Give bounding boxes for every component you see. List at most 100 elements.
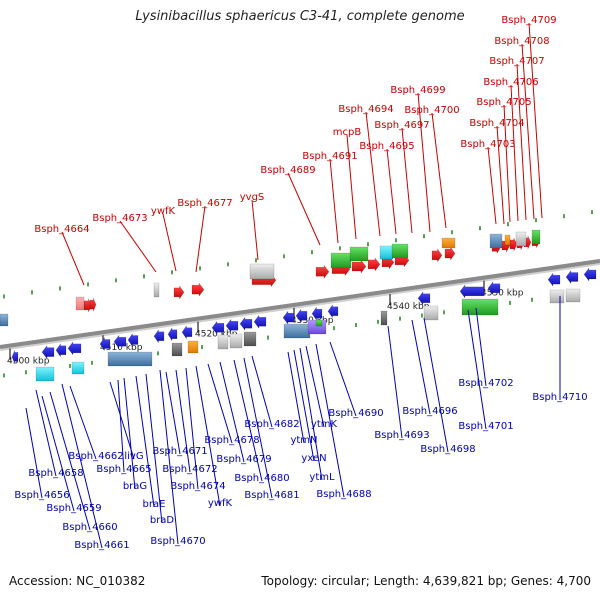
leader-line (109, 381, 135, 460)
forward-gene-label: Bsph_4706 (483, 77, 538, 88)
reverse-gene-arrow (11, 350, 19, 364)
reverse-feature-box (107, 351, 153, 367)
reverse-gene-label: Bsph_4674 (170, 481, 225, 492)
leader-line (487, 146, 497, 225)
forward-feature-box (379, 245, 394, 260)
forward-gene-label: Bsph_4709 (501, 15, 556, 26)
leader-line (496, 125, 505, 225)
reverse-gene-label: Bsph_4660 (62, 522, 117, 533)
reverse-gene-arrow (41, 344, 55, 360)
forward-gene-label: Bsph_4691 (302, 151, 357, 162)
leader-line (299, 347, 323, 481)
leader-line (145, 373, 163, 524)
leader-line (386, 148, 397, 235)
leader-line (387, 325, 403, 439)
reverse-gene-label: livG (124, 451, 143, 462)
genome-summary-text: Topology: circular; Length: 4,639,821 bp… (261, 574, 591, 588)
forward-gene-label: Bsph_4699 (390, 85, 445, 96)
reverse-gene-label: ytmL (309, 472, 335, 483)
leader-line (195, 205, 206, 273)
reverse-gene-arrow (153, 328, 165, 344)
forward-gene-label: Bsph_4704 (469, 118, 524, 129)
reverse-gene-arrow (583, 267, 597, 282)
leader-line (159, 369, 179, 545)
reverse-gene-label: Bsph_4672 (162, 464, 217, 475)
reverse-feature-box (217, 334, 229, 350)
leader-line (41, 395, 75, 512)
reverse-feature-box (171, 342, 183, 357)
reverse-gene-label: Bsph_4661 (74, 540, 129, 551)
reverse-gene-label: Bsph_4698 (420, 444, 475, 455)
leader-line (503, 104, 511, 223)
leader-line (287, 351, 305, 444)
leader-line (49, 391, 91, 531)
forward-gene-label: Bsph_4664 (34, 224, 89, 235)
forward-gene-arrow (367, 257, 381, 272)
leader-line (243, 357, 273, 499)
reverse-gene-label: ywfK (208, 498, 233, 509)
reverse-feature-box (71, 361, 85, 375)
reverse-gene-label: Bsph_4665 (96, 464, 151, 475)
leader-line (251, 355, 273, 428)
forward-feature-box (75, 296, 85, 311)
reverse-gene-label: Bsph_4671 (152, 446, 207, 457)
forward-gene-label: Bsph_4677 (177, 198, 232, 209)
forward-gene-label: Bsph_4708 (494, 36, 549, 47)
leader-line (175, 369, 191, 473)
leader-line (251, 199, 259, 261)
leader-line (528, 22, 543, 219)
reverse-gene-label: Bsph_4679 (216, 454, 271, 465)
leader-line (329, 341, 357, 417)
reverse-feature-box (565, 288, 581, 303)
forward-gene-label: mcpB (333, 127, 362, 138)
forward-gene-label: Bsph_4703 (460, 139, 515, 150)
leader-line (185, 367, 199, 490)
kbp-tick-label: 4500 kbp (7, 357, 50, 367)
reverse-gene-label: Bsph_4696 (402, 406, 457, 417)
leader-line (165, 371, 181, 455)
leader-line (69, 385, 97, 460)
leader-line (510, 84, 519, 222)
reverse-gene-arrow (67, 341, 82, 356)
leader-line (61, 231, 85, 286)
leader-line (417, 92, 431, 233)
reverse-feature-box (229, 333, 243, 349)
backbone-line (0, 259, 600, 349)
reverse-gene-label: ytmN (290, 435, 317, 446)
leader-line (117, 379, 125, 473)
reverse-feature-box (461, 298, 499, 316)
reverse-gene-arrow (99, 336, 111, 352)
forward-gene-arrow (351, 259, 367, 274)
reverse-feature-box (35, 366, 55, 382)
reverse-feature-box (283, 323, 311, 339)
forward-feature-box (531, 229, 541, 245)
reverse-gene-label: Bsph_4702 (458, 378, 513, 389)
reverse-gene-arrow (225, 318, 239, 333)
reverse-gene-label: Bsph_4656 (14, 490, 69, 501)
forward-gene-label: Bsph_4705 (476, 97, 531, 108)
reverse-gene-label: Bsph_4659 (46, 503, 101, 514)
forward-gene-label: Bsph_4694 (338, 104, 393, 115)
reverse-gene-arrow (565, 269, 579, 285)
reverse-gene-arrow (547, 272, 561, 287)
leader-line (25, 407, 43, 499)
reverse-feature-box (549, 289, 565, 304)
reverse-gene-arrow (239, 316, 253, 331)
reverse-gene-arrow (113, 334, 127, 350)
forward-gene-arrow (444, 246, 456, 261)
reverse-gene-label: Bsph_4701 (458, 421, 513, 432)
reverse-gene-arrow (127, 332, 139, 348)
leader-line (329, 158, 339, 244)
reverse-feature-box (315, 319, 323, 327)
reverse-feature-box (243, 331, 257, 347)
leader-line (305, 345, 325, 428)
reverse-gene-label: Bsph_4658 (28, 468, 83, 479)
leader-line (219, 361, 245, 463)
reverse-feature-box (187, 340, 199, 354)
leader-line (135, 375, 155, 508)
reverse-gene-label: yxeN (301, 453, 326, 464)
leader-line (516, 63, 527, 221)
forward-gene-arrow (431, 248, 443, 263)
leader-line (467, 309, 487, 430)
forward-feature-box (515, 231, 527, 247)
